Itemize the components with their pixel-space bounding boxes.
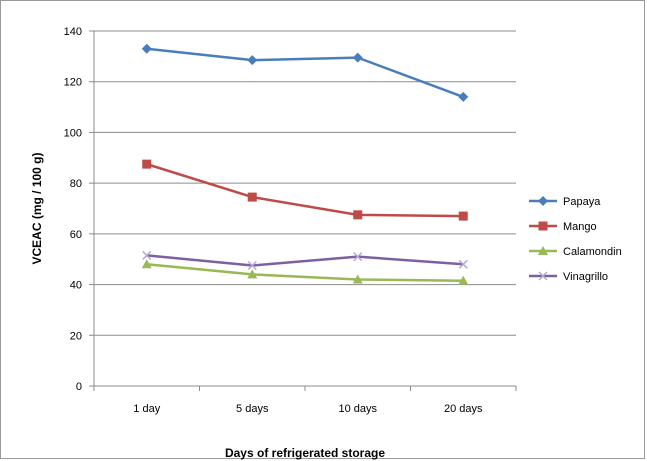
series-calamondin (141, 259, 469, 285)
data-point-mango (142, 159, 152, 169)
legend-item-calamondin: Calamondin (529, 246, 622, 258)
x-marker-stroke (247, 261, 257, 271)
x-tick-label: 5 days (236, 403, 269, 415)
y-tick-label: 20 (70, 330, 82, 342)
data-point-papaya (247, 55, 258, 66)
y-tick-label: 60 (70, 229, 82, 241)
x-marker-stroke (538, 271, 548, 281)
data-point-vinagrillo (247, 261, 257, 271)
y-tick-label: 80 (70, 178, 82, 190)
legend-marker (538, 271, 548, 281)
x-tick-label: 1 day (133, 403, 160, 415)
legend-marker (538, 221, 548, 231)
series-vinagrillo (142, 250, 468, 271)
series-lines (141, 43, 469, 285)
legend-label: Papaya (563, 196, 601, 208)
legend-item-mango: Mango (529, 221, 597, 233)
x-tick-label: 10 days (338, 403, 377, 415)
data-point-mango (458, 211, 468, 221)
y-tick-label: 120 (64, 77, 82, 89)
series-papaya (141, 43, 469, 102)
data-point-calamondin (458, 275, 469, 285)
series-line-vinagrillo (146, 254, 464, 267)
gridlines (94, 30, 516, 336)
series-line-papaya (146, 47, 464, 99)
x-tick-label: 20 days (444, 403, 483, 415)
x-axis-title: Days of refrigerated storage (225, 446, 385, 460)
legend-item-vinagrillo: Vinagrillo (529, 271, 608, 283)
x-marker-stroke (458, 259, 468, 269)
data-point-papaya (352, 52, 363, 63)
series-mango (142, 159, 468, 221)
legend-marker (538, 196, 548, 206)
data-point-papaya (458, 91, 469, 102)
data-point-mango (247, 192, 257, 202)
data-point-papaya (141, 43, 152, 54)
x-marker-stroke (353, 252, 363, 262)
axes (89, 30, 517, 391)
y-tick-label: 40 (70, 280, 82, 292)
x-marker-stroke (142, 250, 152, 260)
legend-label: Mango (563, 221, 597, 233)
legend: Papaya Mango Calamondin Vinagrillo (529, 196, 622, 283)
data-point-vinagrillo (353, 252, 363, 262)
legend-item-papaya: Papaya (529, 196, 601, 208)
series-line-calamondin (146, 263, 464, 283)
tick-labels: 0 20 40 60 80 100 120 140 1 day 5 days 10 days 20 d… (64, 26, 483, 415)
legend-marker (538, 246, 548, 255)
series-line-mango (146, 162, 464, 218)
data-point-calamondin (141, 259, 152, 269)
y-tick-label: 100 (64, 127, 82, 139)
y-axis-title: VCEAC (mg / 100 g) (30, 152, 44, 264)
data-point-calamondin (247, 269, 258, 279)
data-point-vinagrillo (458, 259, 468, 269)
data-point-vinagrillo (142, 250, 152, 260)
legend-label: Calamondin (563, 246, 622, 258)
legend-label: Vinagrillo (563, 271, 608, 283)
data-point-mango (353, 210, 363, 220)
y-tick-label: 140 (64, 26, 82, 38)
y-tick-label: 0 (76, 381, 82, 393)
data-point-calamondin (352, 274, 363, 284)
